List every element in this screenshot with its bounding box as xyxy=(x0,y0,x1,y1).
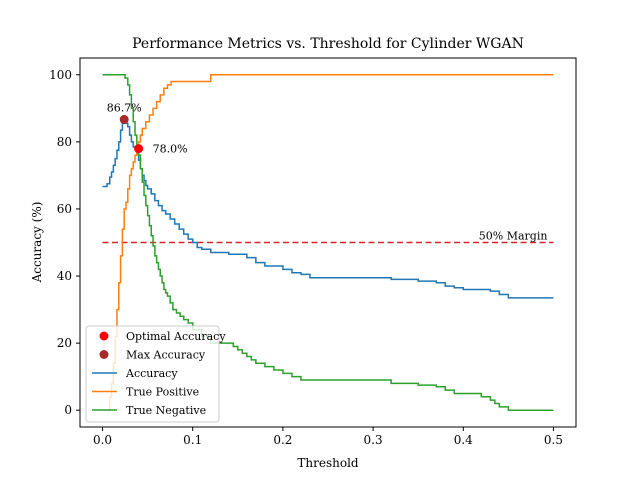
y-tick-label: 0 xyxy=(64,403,72,417)
axes-ticks: 0.0 0.1 0.2 0.3 0.4 0.5 0 20 40 60 80 100 xyxy=(49,68,563,447)
chart-title: Performance Metrics vs. Threshold for Cy… xyxy=(132,36,524,52)
y-tick-label: 20 xyxy=(57,336,72,350)
x-tick-label: 0.1 xyxy=(183,433,202,447)
legend-label-true-positive: True Positive xyxy=(126,386,199,399)
series-line-true-negative xyxy=(102,74,554,411)
legend-label-optimal-accuracy: Optimal Accuracy xyxy=(126,330,226,343)
legend-marker-max-accuracy xyxy=(99,350,109,359)
point-label-max-accuracy: 86.7% xyxy=(107,101,142,114)
legend-box xyxy=(85,325,220,423)
x-tick-label: 0.4 xyxy=(454,433,473,447)
point-max-accuracy xyxy=(119,114,129,124)
plot-area: 50% Margin 78.0% 86.7% xyxy=(102,74,554,411)
y-axis-label: Accuracy (%) xyxy=(30,202,44,284)
series-line-true-positive xyxy=(102,74,554,411)
point-optimal-accuracy xyxy=(134,144,144,154)
x-tick-label: 0.0 xyxy=(93,433,112,447)
point-label-optimal-accuracy: 78.0% xyxy=(153,143,188,156)
legend: Optimal Accuracy Max Accuracy Accuracy True… xyxy=(85,325,226,423)
reference-line-label: 50% Margin xyxy=(479,230,548,243)
x-tick-label: 0.3 xyxy=(364,433,383,447)
y-tick-label: 40 xyxy=(57,269,72,283)
plot-frame xyxy=(79,57,577,428)
legend-label-max-accuracy: Max Accuracy xyxy=(126,349,206,362)
x-tick-label: 0.5 xyxy=(544,433,563,447)
y-tick-label: 60 xyxy=(57,202,72,216)
legend-marker-optimal-accuracy xyxy=(99,331,109,341)
x-axis-label: Threshold xyxy=(297,456,359,470)
y-tick-label: 80 xyxy=(57,135,72,149)
y-tick-label: 100 xyxy=(49,68,72,82)
legend-label-accuracy: Accuracy xyxy=(125,367,178,380)
x-tick-label: 0.2 xyxy=(273,433,292,447)
legend-label-true-negative: True Negative xyxy=(126,404,206,417)
